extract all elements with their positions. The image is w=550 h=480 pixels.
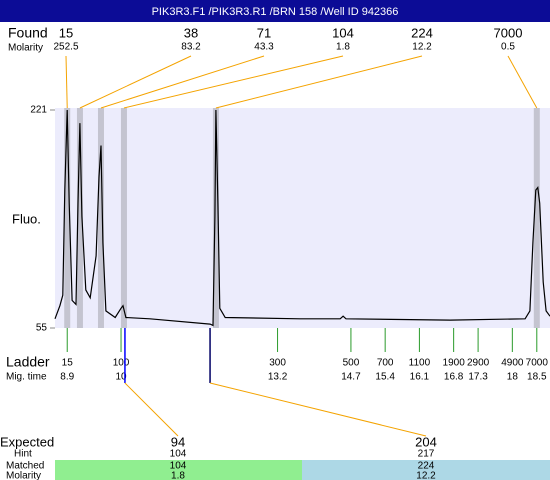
hint-label: Hint [14,449,32,460]
peak-connector [65,55,68,109]
peak-connector [79,55,192,109]
title-bar [0,0,550,22]
found-molarity: 0.5 [501,42,515,53]
found-molarity-label: Molarity [8,43,43,54]
ladder-time: 13.2 [268,372,288,383]
found-molarity: 1.8 [336,42,350,53]
peak-band [97,108,104,328]
ladder-size: 1900 [443,358,466,369]
ladder-label: Ladder [6,354,50,370]
peak-connector [215,55,423,109]
matched-value: 224 [418,461,435,472]
ladder-time-label: Mig. time [6,372,47,383]
found-size: 38 [184,25,198,40]
ladder-size: 1100 [409,358,431,369]
peak-connector [100,55,265,109]
hint-value: 104 [170,449,187,460]
plot-area [55,108,550,328]
ladder-time: 17.3 [468,372,488,383]
found-molarity: 43.3 [254,42,274,53]
ladder-time: 18 [507,372,519,383]
y-tick-label: 221 [30,105,47,116]
hint-value: 217 [418,449,435,460]
found-size: 71 [257,25,271,40]
matched-label: Matched [6,461,44,472]
peak-connector [507,55,538,109]
ladder-size: 15 [62,358,74,369]
ladder-size: 4900 [501,358,524,369]
expected-label: Expected [0,434,54,449]
molarity-value: 1.8 [171,471,185,480]
peak-band [533,108,540,328]
found-molarity: 12.2 [412,42,432,53]
ladder-time: 15.4 [375,372,395,383]
molarity-value: 12.2 [416,471,436,480]
found-size: 15 [59,25,73,40]
peak-band [76,108,83,328]
ladder-time: 16.1 [410,372,430,383]
peak-band [212,108,219,328]
ladder-size: 700 [377,358,394,369]
y-tick-label: 55 [36,323,48,334]
expected-size: 94 [171,434,185,449]
ladder-size: 2900 [467,358,490,369]
peak-band [64,108,71,328]
found-size: 224 [411,25,433,40]
peak-connector [123,55,344,109]
ladder-size: 100 [113,358,130,369]
expected-size: 204 [415,434,437,449]
expected-connector [124,382,179,437]
matched-bg [302,460,550,480]
peak-band [120,108,127,328]
ladder-time: 10 [115,372,127,383]
matched-bg [55,460,302,480]
found-molarity: 252.5 [53,42,78,53]
ladder-time: 14.7 [341,372,361,383]
found-size: 104 [332,25,354,40]
ladder-size: 7000 [526,358,549,369]
trace [54,109,550,327]
ladder-size: 300 [269,358,286,369]
chart-title: PIK3R3.F1 /PIK3R3.R1 /BRN 158 /Well ID 9… [152,6,399,18]
expected-connector [209,382,427,437]
y-axis-label: Fluo. [12,211,41,226]
found-size: 7000 [494,25,523,40]
ladder-time: 16.8 [444,372,464,383]
molarity-label: Molarity [6,471,41,480]
ladder-size: 500 [343,358,360,369]
ladder-time: 8.9 [60,372,74,383]
ladder-time: 18.5 [527,372,547,383]
found-label: Found [8,25,48,41]
found-molarity: 83.2 [181,42,201,53]
matched-value: 104 [170,461,187,472]
